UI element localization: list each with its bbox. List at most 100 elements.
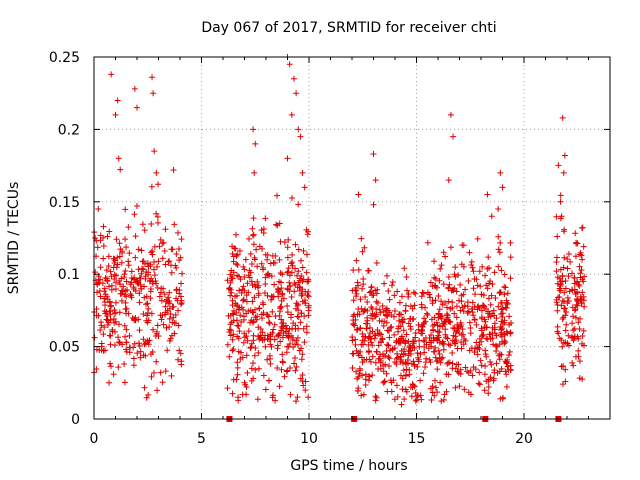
data-point bbox=[145, 391, 152, 398]
data-point bbox=[497, 239, 504, 246]
data-point bbox=[464, 303, 471, 310]
data-point bbox=[570, 362, 577, 369]
data-point bbox=[277, 238, 284, 245]
data-point bbox=[159, 240, 166, 247]
data-point bbox=[249, 232, 256, 239]
data-point bbox=[169, 319, 176, 326]
data-point bbox=[111, 307, 118, 314]
data-point bbox=[294, 341, 301, 348]
data-point bbox=[460, 291, 467, 298]
data-point bbox=[278, 285, 285, 292]
data-point bbox=[570, 337, 577, 344]
data-point bbox=[140, 311, 147, 318]
data-point bbox=[372, 177, 379, 184]
data-point bbox=[159, 255, 166, 262]
data-point bbox=[437, 359, 444, 366]
data-point bbox=[452, 329, 459, 336]
data-point bbox=[303, 269, 310, 276]
data-point bbox=[170, 166, 177, 173]
data-point bbox=[243, 298, 250, 305]
data-point bbox=[157, 236, 164, 243]
data-point bbox=[149, 280, 156, 287]
data-point bbox=[481, 387, 488, 394]
data-point bbox=[578, 300, 585, 307]
data-point bbox=[229, 390, 236, 397]
data-point bbox=[429, 300, 436, 307]
data-point bbox=[366, 289, 373, 296]
data-point bbox=[230, 311, 237, 318]
data-point bbox=[399, 360, 406, 367]
data-point bbox=[288, 195, 295, 202]
data-point bbox=[431, 258, 438, 265]
data-point bbox=[489, 335, 496, 342]
x-axis-label: GPS time / hours bbox=[290, 458, 407, 474]
data-point bbox=[359, 337, 366, 344]
data-point bbox=[373, 298, 380, 305]
data-point bbox=[246, 235, 253, 242]
data-point bbox=[234, 333, 241, 340]
data-point bbox=[154, 263, 161, 270]
data-point bbox=[366, 373, 373, 380]
data-point bbox=[153, 210, 160, 217]
data-point bbox=[112, 279, 119, 286]
data-point bbox=[271, 321, 278, 328]
data-point bbox=[163, 324, 170, 331]
data-point bbox=[581, 303, 588, 310]
data-point bbox=[297, 133, 304, 140]
data-point bbox=[130, 284, 137, 291]
data-point bbox=[445, 298, 452, 305]
data-point bbox=[244, 369, 251, 376]
data-point bbox=[146, 277, 153, 284]
data-point bbox=[112, 286, 119, 293]
data-point bbox=[369, 342, 376, 349]
data-point bbox=[274, 345, 281, 352]
data-point bbox=[100, 223, 107, 230]
data-point bbox=[286, 279, 293, 286]
data-point bbox=[561, 152, 568, 159]
data-point bbox=[294, 272, 301, 279]
data-point bbox=[369, 353, 376, 360]
data-point bbox=[477, 283, 484, 290]
data-point bbox=[162, 261, 169, 268]
data-point bbox=[251, 169, 258, 176]
data-point bbox=[563, 309, 570, 316]
data-point bbox=[485, 383, 492, 390]
data-point bbox=[453, 337, 460, 344]
data-point bbox=[553, 296, 560, 303]
data-point bbox=[94, 244, 101, 251]
data-point bbox=[253, 316, 260, 323]
data-point bbox=[490, 375, 497, 382]
data-point bbox=[403, 331, 410, 338]
data-point bbox=[381, 378, 388, 385]
data-point bbox=[393, 361, 400, 368]
data-point bbox=[91, 334, 98, 341]
data-point bbox=[488, 361, 495, 368]
data-point bbox=[411, 302, 418, 309]
data-point bbox=[412, 389, 419, 396]
data-point bbox=[412, 290, 419, 297]
data-point bbox=[148, 310, 155, 317]
data-point bbox=[250, 126, 257, 133]
data-point bbox=[233, 309, 240, 316]
data-point bbox=[98, 347, 105, 354]
data-point bbox=[376, 330, 383, 337]
data-point bbox=[438, 298, 445, 305]
data-point bbox=[236, 247, 243, 254]
data-point bbox=[445, 274, 452, 281]
data-point bbox=[105, 263, 112, 270]
data-point bbox=[143, 268, 150, 275]
data-point bbox=[241, 287, 248, 294]
y-tick-label: 0.2 bbox=[58, 122, 80, 138]
data-point bbox=[576, 315, 583, 322]
data-point bbox=[175, 307, 182, 314]
data-point bbox=[460, 308, 467, 315]
data-point bbox=[227, 321, 234, 328]
data-point bbox=[508, 320, 515, 327]
data-point bbox=[231, 245, 238, 252]
data-point bbox=[350, 317, 357, 324]
data-point bbox=[147, 285, 154, 292]
data-point bbox=[380, 308, 387, 315]
data-point bbox=[291, 360, 298, 367]
data-point bbox=[379, 302, 386, 309]
data-point bbox=[496, 356, 503, 363]
